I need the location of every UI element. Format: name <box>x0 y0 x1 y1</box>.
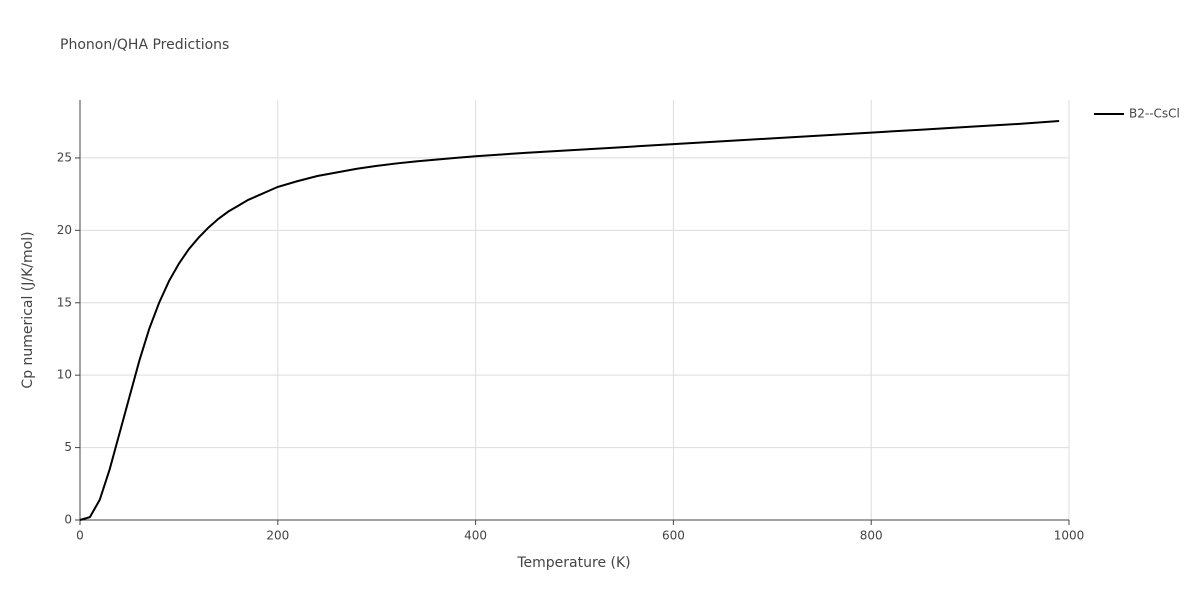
chart-title: Phonon/QHA Predictions <box>60 37 229 53</box>
legend-label: B2--CsCl <box>1129 107 1180 121</box>
x-axis-title: Temperature (K) <box>516 555 630 571</box>
x-tick-label: 800 <box>860 529 883 543</box>
x-tick-label: 200 <box>266 529 289 543</box>
x-tick-label: 0 <box>76 529 84 543</box>
x-tick-label: 600 <box>662 529 685 543</box>
y-tick-label: 0 <box>64 513 72 527</box>
y-tick-label: 25 <box>57 150 72 164</box>
y-tick-label: 15 <box>57 295 72 309</box>
x-tick-label: 1000 <box>1054 529 1085 543</box>
x-tick-label: 400 <box>464 529 487 543</box>
y-tick-label: 5 <box>64 440 72 454</box>
y-tick-label: 20 <box>57 223 72 237</box>
y-axis-title: Cp numerical (J/K/mol) <box>20 231 36 388</box>
data-line <box>79 120 1060 521</box>
y-tick-label: 10 <box>57 368 72 382</box>
